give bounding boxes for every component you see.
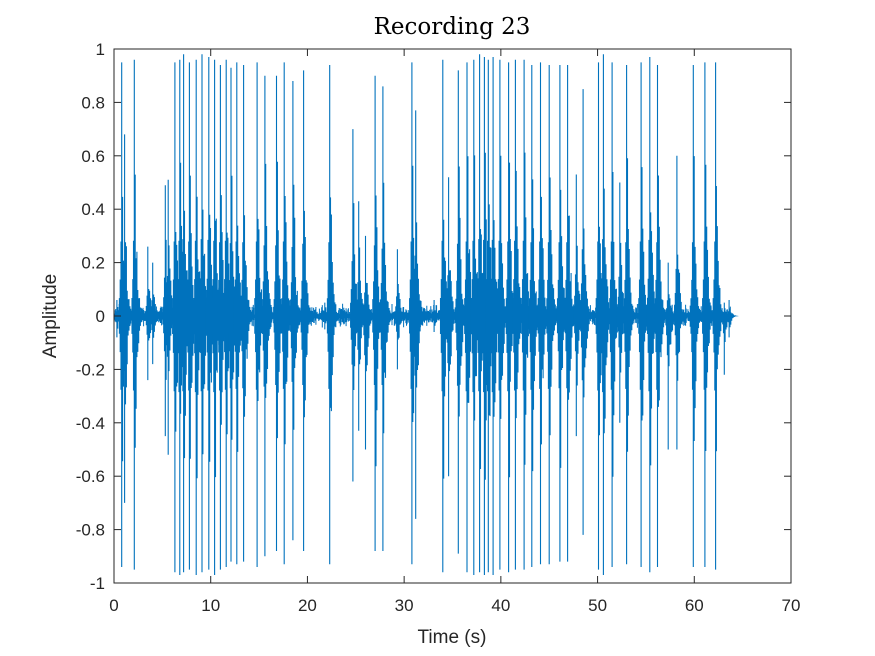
y-tick-label: 0.2 bbox=[81, 254, 105, 273]
y-tick-label: -1 bbox=[90, 574, 105, 593]
signal-burst bbox=[379, 86, 393, 551]
x-tick-label: 60 bbox=[685, 596, 704, 615]
y-tick-label: -0.6 bbox=[76, 467, 105, 486]
signal-burst bbox=[690, 65, 703, 567]
signal-burst bbox=[300, 70, 313, 551]
signal-burst bbox=[326, 65, 339, 565]
y-tick-label: 0.8 bbox=[81, 93, 105, 112]
x-tick-label: 20 bbox=[298, 596, 317, 615]
signal-layer bbox=[113, 54, 739, 575]
signal-burst bbox=[726, 300, 739, 338]
signal-burst bbox=[262, 75, 275, 557]
y-axis-label: Amplitude bbox=[40, 274, 61, 359]
y-tick-label: -0.8 bbox=[76, 521, 105, 540]
x-axis-ticks: 0 10 20 30 40 50 60 70 bbox=[109, 49, 800, 615]
x-tick-label: 40 bbox=[491, 596, 510, 615]
signal-burst bbox=[674, 155, 687, 450]
signal-burst bbox=[131, 59, 144, 570]
y-tick-label: 1 bbox=[96, 40, 105, 59]
chart-title: Recording 23 bbox=[374, 14, 531, 40]
y-tick-label: 0.6 bbox=[81, 147, 105, 166]
signal-burst bbox=[240, 65, 253, 562]
signal-burst bbox=[623, 65, 636, 565]
y-tick-label: -0.2 bbox=[76, 360, 105, 379]
x-tick-label: 50 bbox=[588, 596, 607, 615]
x-tick-label: 70 bbox=[782, 596, 801, 615]
y-tick-label: 0.4 bbox=[81, 200, 105, 219]
signal-burst bbox=[412, 110, 426, 519]
signal-burst bbox=[149, 262, 162, 365]
signal-burst bbox=[394, 249, 407, 370]
x-tick-label: 0 bbox=[109, 596, 118, 615]
y-tick-label: 0 bbox=[96, 307, 105, 326]
y-axis-ticks: -1 -0.8 -0.6 -0.4 -0.2 0 0.2 0.4 0.6 0.8 1 bbox=[76, 40, 791, 593]
x-tick-label: 30 bbox=[395, 596, 414, 615]
x-axis-label: Time (s) bbox=[418, 627, 487, 648]
x-tick-label: 10 bbox=[201, 596, 220, 615]
signal-burst bbox=[580, 89, 593, 535]
y-tick-label: -0.4 bbox=[76, 414, 105, 433]
